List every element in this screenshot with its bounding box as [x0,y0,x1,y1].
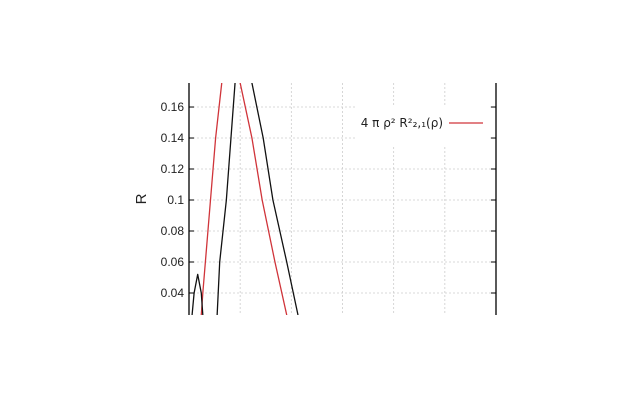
y-ticks: 0.04 0.06 0.08 0.1 0.12 0.14 0.16 [161,100,496,300]
series-line-0 [200,83,288,315]
y-tick-label: 0.08 [161,224,185,238]
curves [191,83,299,315]
y-tick-label: 0.06 [161,255,185,269]
legend-label: 4 π ρ² R²₂,₁(ρ) [361,116,443,130]
y-axis-label: R [133,193,150,204]
y-tick-label: 0.14 [161,131,185,145]
y-tick-label: 0.16 [161,100,185,114]
series-line-2 [216,83,299,315]
legend: 4 π ρ² R²₂,₁(ρ) [355,105,490,147]
grid [189,83,496,315]
y-tick-label: 0.12 [161,162,185,176]
series-line-1 [191,273,204,315]
y-tick-label: 0.04 [161,286,185,300]
y-tick-label: 0.1 [167,193,184,207]
